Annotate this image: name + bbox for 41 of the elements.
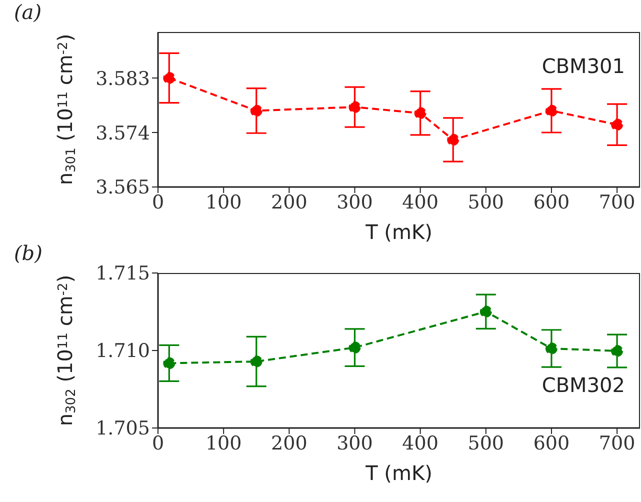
y-tick-label: 1.715	[96, 262, 150, 285]
x-tick-label: 700	[598, 191, 636, 214]
point	[480, 306, 492, 318]
x-tick-label: 500	[468, 432, 504, 454]
annotation: CBM301	[542, 54, 625, 78]
x-tick-label: 300	[336, 432, 373, 454]
point	[447, 134, 460, 146]
x-tick-label: 0	[152, 432, 164, 454]
annotation: CBM302	[542, 373, 625, 397]
point	[250, 104, 262, 117]
x-tick-label: 0	[152, 191, 164, 214]
y-tick-label: 3.574	[96, 122, 150, 144]
x-tick-label: 100	[205, 191, 242, 214]
point	[611, 344, 624, 357]
x-tick-label: 600	[533, 191, 570, 214]
point	[250, 356, 262, 368]
point	[611, 118, 624, 131]
point	[545, 342, 558, 354]
chart-title: (a)	[14, 0, 42, 24]
x-tick-label: 200	[271, 191, 308, 214]
y-tick-label: 3.583	[96, 68, 150, 90]
point	[163, 72, 176, 84]
x-tick-label: 100	[205, 432, 242, 454]
x-tick-label: 700	[598, 432, 636, 454]
x-axis-title: T (mK)	[364, 461, 432, 485]
point	[414, 107, 426, 120]
x-tick-label: 200	[271, 432, 308, 454]
y-tick-label: 1.705	[96, 418, 150, 440]
x-tick-label: 500	[468, 191, 504, 214]
x-tick-label: 400	[402, 191, 438, 214]
chart-title: (b)	[14, 241, 42, 265]
y-tick-label: 3.565	[96, 176, 150, 199]
point	[348, 342, 361, 354]
x-tick-label: 300	[336, 191, 373, 214]
x-tick-label: 400	[402, 432, 438, 454]
x-axis-title: T (mK)	[364, 220, 432, 244]
point	[348, 101, 361, 114]
point	[545, 104, 558, 117]
point	[163, 357, 176, 370]
x-tick-label: 600	[533, 432, 570, 454]
y-tick-label: 1.710	[96, 340, 150, 362]
